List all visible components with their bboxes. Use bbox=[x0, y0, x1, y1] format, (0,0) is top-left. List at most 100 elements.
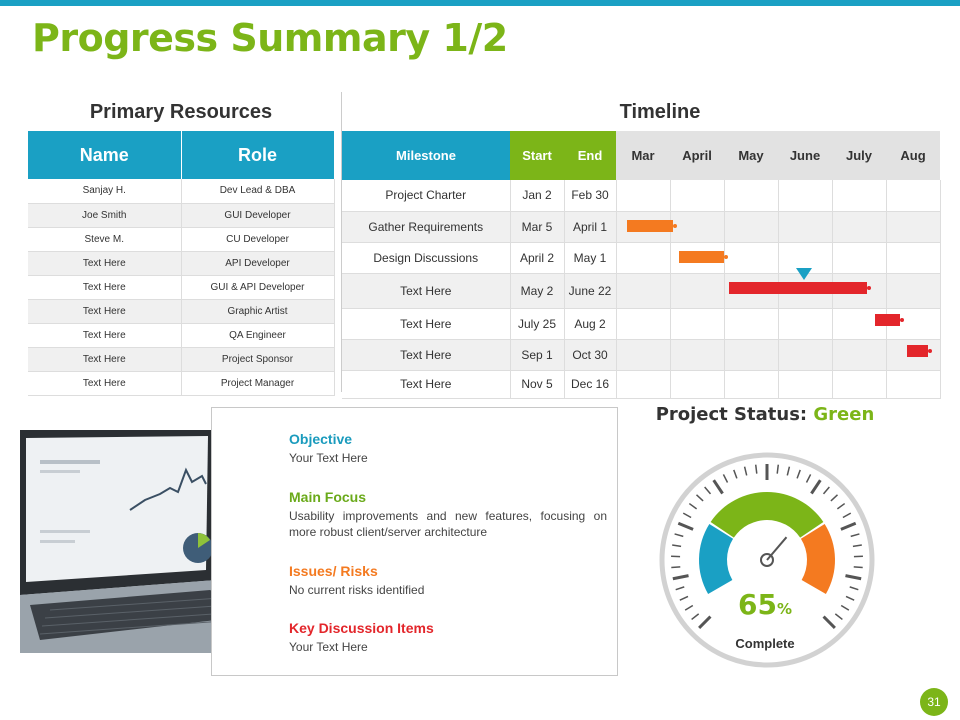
project-status: Project Status: Green bbox=[640, 404, 890, 425]
timeline-heading: Timeline bbox=[619, 101, 701, 123]
gantt-cell bbox=[616, 242, 671, 274]
gauge-segment bbox=[710, 492, 824, 538]
gantt-cell bbox=[616, 370, 671, 399]
milestone-end: April 1 bbox=[564, 211, 617, 243]
gantt-cell bbox=[616, 308, 671, 340]
gauge-tick bbox=[849, 586, 859, 591]
gauge-tick bbox=[674, 533, 684, 538]
progress-gauge bbox=[657, 450, 877, 675]
gauge-tick bbox=[684, 604, 694, 611]
gauge-tick bbox=[688, 502, 698, 510]
gantt-cell bbox=[670, 308, 725, 340]
milestone-start: Mar 5 bbox=[510, 211, 565, 243]
gantt-cell bbox=[832, 180, 887, 212]
resource-name: Steve M. bbox=[28, 227, 182, 252]
gauge-tick bbox=[776, 464, 780, 474]
milestone-name: Project Charter bbox=[342, 180, 511, 212]
milestone-name: Text Here bbox=[342, 339, 511, 371]
timeline-table: Milestone Start End Mar April May June J… bbox=[342, 131, 941, 399]
resource-name: Text Here bbox=[28, 323, 182, 348]
gauge-dial-icon bbox=[659, 452, 875, 668]
issues-risks-section: Issues/ Risks No current risks identifie… bbox=[289, 563, 607, 598]
milestone-name: Text Here bbox=[342, 370, 511, 399]
main-focus-text: Usability improvements and new features,… bbox=[289, 509, 607, 539]
objective-title: Objective bbox=[289, 431, 353, 447]
gantt-cell bbox=[778, 242, 833, 274]
name-column-header: Name bbox=[28, 131, 182, 179]
gantt-cell bbox=[670, 211, 725, 243]
gantt-cell bbox=[616, 273, 671, 309]
gantt-cell bbox=[724, 180, 779, 212]
milestone-start: April 2 bbox=[510, 242, 565, 274]
resource-role: Graphic Artist bbox=[181, 299, 335, 324]
milestone-end: Feb 30 bbox=[564, 180, 617, 212]
top-accent-bar bbox=[0, 0, 960, 6]
milestone-name: Design Discussions bbox=[342, 242, 511, 274]
gauge-tick bbox=[671, 566, 681, 569]
gantt-cell bbox=[778, 211, 833, 243]
table-row: Text Here Sep 1 Oct 30 bbox=[342, 339, 941, 371]
gauge-tick bbox=[672, 544, 682, 548]
page-number-badge: 31 bbox=[920, 688, 948, 716]
milestone-start: Jan 2 bbox=[510, 180, 565, 212]
milestone-end: Oct 30 bbox=[564, 339, 617, 371]
main-focus-title: Main Focus bbox=[289, 489, 367, 505]
month-header-aug: Aug bbox=[886, 131, 940, 180]
gantt-cell bbox=[832, 308, 887, 340]
percent-unit: % bbox=[776, 600, 792, 618]
table-row: Text Here May 2 June 22 bbox=[342, 273, 941, 309]
gauge-tick bbox=[810, 479, 822, 495]
status-value: Green bbox=[813, 404, 875, 425]
gauge-tick bbox=[840, 521, 857, 531]
milestone-start: July 25 bbox=[510, 308, 565, 340]
gantt-cell bbox=[778, 180, 833, 212]
gauge-tick bbox=[852, 544, 862, 548]
gantt-cell bbox=[832, 273, 887, 309]
gauge-tick bbox=[712, 479, 724, 495]
gantt-cell bbox=[832, 370, 887, 399]
gantt-cell bbox=[724, 242, 779, 274]
gantt-cell bbox=[886, 308, 941, 340]
resource-name: Text Here bbox=[28, 251, 182, 276]
gauge-tick bbox=[842, 512, 852, 519]
resource-role: GUI & API Developer bbox=[181, 275, 335, 300]
resources-header-row: Name Role bbox=[28, 131, 335, 179]
month-header-june: June bbox=[778, 131, 832, 180]
milestone-name: Text Here bbox=[342, 308, 511, 340]
gauge-tick bbox=[796, 469, 801, 479]
milestone-name: Text Here bbox=[342, 273, 511, 309]
gantt-cell bbox=[670, 339, 725, 371]
gauge-tick bbox=[675, 586, 685, 591]
gantt-cell bbox=[670, 370, 725, 399]
gantt-cell bbox=[778, 273, 833, 309]
section-divider bbox=[341, 92, 342, 392]
gantt-cell bbox=[778, 339, 833, 371]
resources-table: Name Role Sanjay H. Dev Lead & DBA Joe Sm… bbox=[28, 131, 335, 396]
resource-name: Text Here bbox=[28, 299, 182, 324]
gantt-cell bbox=[616, 180, 671, 212]
gauge-tick bbox=[743, 466, 748, 476]
table-row: Text Here Nov 5 Dec 16 bbox=[342, 370, 941, 399]
gantt-cell bbox=[832, 242, 887, 274]
main-focus-section: Main Focus Usability improvements and ne… bbox=[289, 489, 607, 540]
gauge-segment bbox=[800, 523, 835, 594]
gauge-tick bbox=[722, 474, 729, 483]
gauge-tick bbox=[695, 494, 704, 502]
discussion-text: Your Text Here bbox=[289, 640, 368, 654]
resource-role: QA Engineer bbox=[181, 323, 335, 348]
start-column-header: Start bbox=[510, 131, 564, 180]
milestone-end: May 1 bbox=[564, 242, 617, 274]
gantt-cell bbox=[886, 339, 941, 371]
month-header-july: July bbox=[832, 131, 886, 180]
gauge-tick bbox=[691, 613, 700, 621]
gantt-cell bbox=[616, 339, 671, 371]
table-row: Text Here GUI & API Developer bbox=[28, 275, 335, 300]
end-column-header: End bbox=[564, 131, 616, 180]
gantt-cell bbox=[724, 370, 779, 399]
gantt-cell bbox=[724, 211, 779, 243]
issues-risks-text: No current risks identified bbox=[289, 583, 425, 597]
milestone-start: Sep 1 bbox=[510, 339, 565, 371]
month-header-mar: Mar bbox=[616, 131, 670, 180]
resource-name: Text Here bbox=[28, 347, 182, 372]
timeline-header-row: Milestone Start End Mar April May June J… bbox=[342, 131, 940, 180]
